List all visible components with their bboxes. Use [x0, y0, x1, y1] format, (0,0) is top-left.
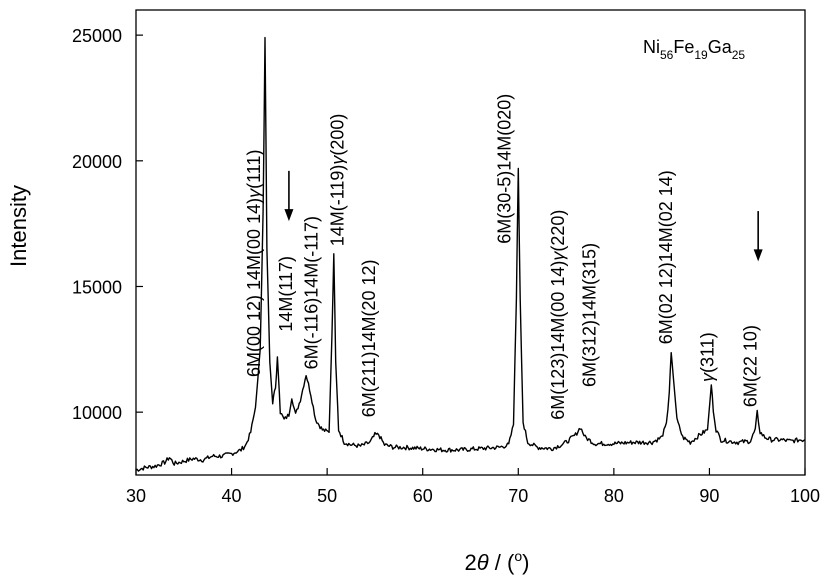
x-tick-label: 100	[790, 486, 820, 506]
sample-sub-2: 25	[732, 48, 746, 62]
arrows	[284, 170, 763, 262]
peak-label: 6M(00 12) 14M(00 14)γ(111)	[244, 150, 264, 377]
x-title-end: )	[522, 550, 529, 575]
sample-el-1: Fe	[673, 37, 694, 57]
x-title-prefix: 2	[465, 550, 477, 575]
x-tick-label: 70	[508, 486, 528, 506]
peak-label: 6M(312)14M(315)	[580, 243, 600, 387]
x-title-theta: θ	[477, 550, 489, 575]
diffraction-line	[135, 36, 806, 472]
x-title-suffix: / (	[489, 550, 515, 575]
y-tick-label: 15000	[72, 277, 122, 297]
plot-frame	[135, 9, 806, 476]
x-axis-title: 2θ / (o)	[465, 548, 530, 575]
y-tick-label: 10000	[72, 403, 122, 423]
peak-label: 14M(-119)γ(200)	[327, 114, 347, 247]
peak-label: 14M(117)	[276, 256, 296, 332]
x-tick-label: 90	[699, 486, 719, 506]
arrow-head	[284, 209, 294, 222]
peak-label: 6M(-116)14M(-117)	[302, 216, 322, 369]
peak-label: 6M(30-5)14M(020)	[495, 94, 515, 244]
peak-label: 6M(02 12)14M(02 14)	[656, 170, 676, 344]
sample-sub-1: 19	[694, 48, 708, 62]
sample-el-2: Ga	[708, 37, 733, 57]
sample-composition: Ni56Fe19Ga25	[643, 37, 745, 62]
y-tick-label: 25000	[72, 26, 122, 46]
x-title-unit: o	[514, 548, 522, 564]
y-axis-ticks: 10000 15000 20000 25000	[72, 26, 143, 423]
y-axis-title: Intensity	[6, 185, 31, 267]
peak-label: γ(311)	[697, 332, 717, 382]
sample-sub-0: 56	[660, 48, 674, 62]
x-tick-label: 30	[126, 486, 146, 506]
y-tick-label: 20000	[72, 152, 122, 172]
peak-label: 6M(22 10)	[740, 325, 760, 407]
x-tick-label: 80	[604, 486, 624, 506]
sample-el-0: Ni	[643, 37, 660, 57]
x-tick-label: 50	[317, 486, 337, 506]
peak-labels: 6M(00 12) 14M(00 14)γ(111) 14M(117) 6M(-11…	[244, 94, 760, 420]
x-tick-label: 40	[222, 486, 242, 506]
x-tick-label: 60	[413, 486, 433, 506]
peak-label: 6M(211)14M(20 12)	[359, 259, 379, 417]
x-axis-ticks: 30 40 50 60 70 80 90 100	[126, 468, 820, 506]
peak-label: 6M(123)14M(00 14)γ(220)	[548, 210, 568, 420]
arrow-head	[753, 249, 763, 262]
